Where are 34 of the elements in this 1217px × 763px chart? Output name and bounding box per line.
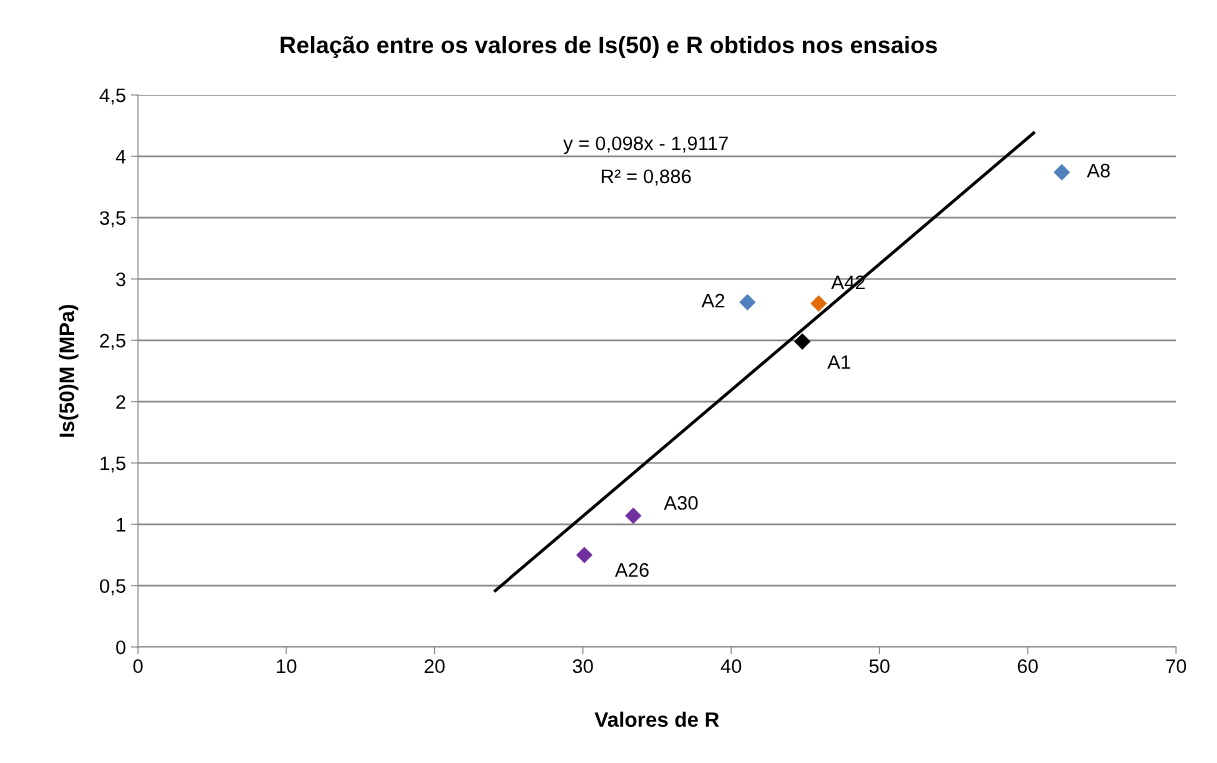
annotation: R² = 0,886 [601, 169, 691, 186]
point [810, 295, 827, 312]
annotation: A8 [1086, 163, 1110, 178]
y-tick-label: 1 [116, 518, 126, 532]
point [794, 333, 811, 350]
point [1053, 164, 1071, 181]
point [576, 546, 593, 564]
x-tick-label: 10 [276, 659, 297, 674]
x-tick-label: 20 [424, 659, 445, 674]
x-tick-label: 30 [572, 659, 593, 674]
y-tick-label: 4 [115, 150, 126, 164]
y-tick-label: 0,5 [99, 579, 126, 596]
x-tick-label: 40 [720, 659, 742, 674]
annotation: y = 0,098x - 1,9117 [563, 136, 728, 155]
chart-title: Relação entre os valores de Is(50) e R obtidos nos ensaios [280, 36, 937, 59]
x-tick-label: 60 [1017, 659, 1038, 674]
y-tick-label: 2 [116, 395, 126, 409]
annotation: A30 [663, 496, 698, 510]
y-tick-label: 2,5 [100, 333, 126, 350]
x-tick-label: 50 [869, 659, 890, 674]
annotation: A26 [614, 563, 649, 577]
annotation: A1 [827, 355, 851, 369]
y-tick-label: 4,5 [99, 88, 126, 105]
x-tick-label: 70 [1166, 659, 1187, 674]
y-tick-label: 3 [116, 272, 126, 287]
x-tick-label: 0 [133, 659, 143, 674]
x-axis-title: Valores de R [594, 711, 720, 727]
y-tick-label: 1,5 [100, 456, 126, 473]
y-tick-label: 3,5 [99, 211, 126, 228]
point [739, 294, 756, 311]
annotation: A2 [701, 293, 725, 308]
point [625, 507, 642, 524]
y-axis-title: Is(50)M (MPa) [58, 304, 79, 437]
y-tick-label: 0 [116, 640, 126, 655]
